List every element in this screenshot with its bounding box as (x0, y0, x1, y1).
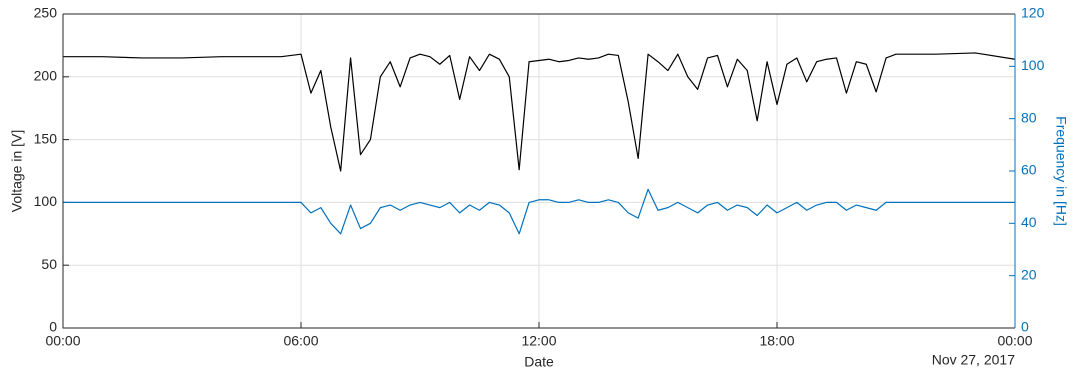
y2-tick-label: 0 (1021, 319, 1029, 335)
y-tick-label: 150 (34, 130, 58, 146)
x-tick-label: 12:00 (521, 333, 556, 349)
y2-axis-label: Frequency in [Hz] (1053, 116, 1069, 226)
left-axis (62, 14, 1015, 329)
y-tick-label: 50 (41, 256, 57, 272)
y-axis-label: Voltage in [V] (9, 130, 25, 213)
y-tick-label: 0 (49, 319, 57, 335)
x-tick-label: 00:00 (45, 333, 80, 349)
y-tick-label: 200 (34, 68, 58, 84)
y-tick-label: 250 (34, 5, 58, 21)
y2-tick-label: 20 (1021, 266, 1037, 282)
date-label: Nov 27, 2017 (932, 352, 1015, 368)
line-series (63, 52, 1016, 172)
y-tick-label: 100 (34, 193, 58, 209)
x-axis-label: Date (524, 354, 554, 370)
x-tick-label: 06:00 (283, 333, 318, 349)
x-tick-label: 18:00 (759, 333, 794, 349)
y2-tick-label: 40 (1021, 214, 1037, 230)
y2-tick-label: 120 (1021, 5, 1045, 21)
y2-tick-label: 60 (1021, 162, 1037, 178)
y2-tick-label: 100 (1021, 57, 1045, 73)
y2-tick-label: 80 (1021, 109, 1037, 125)
line-series (63, 188, 1015, 235)
x-tick-label: 00:00 (997, 333, 1032, 349)
